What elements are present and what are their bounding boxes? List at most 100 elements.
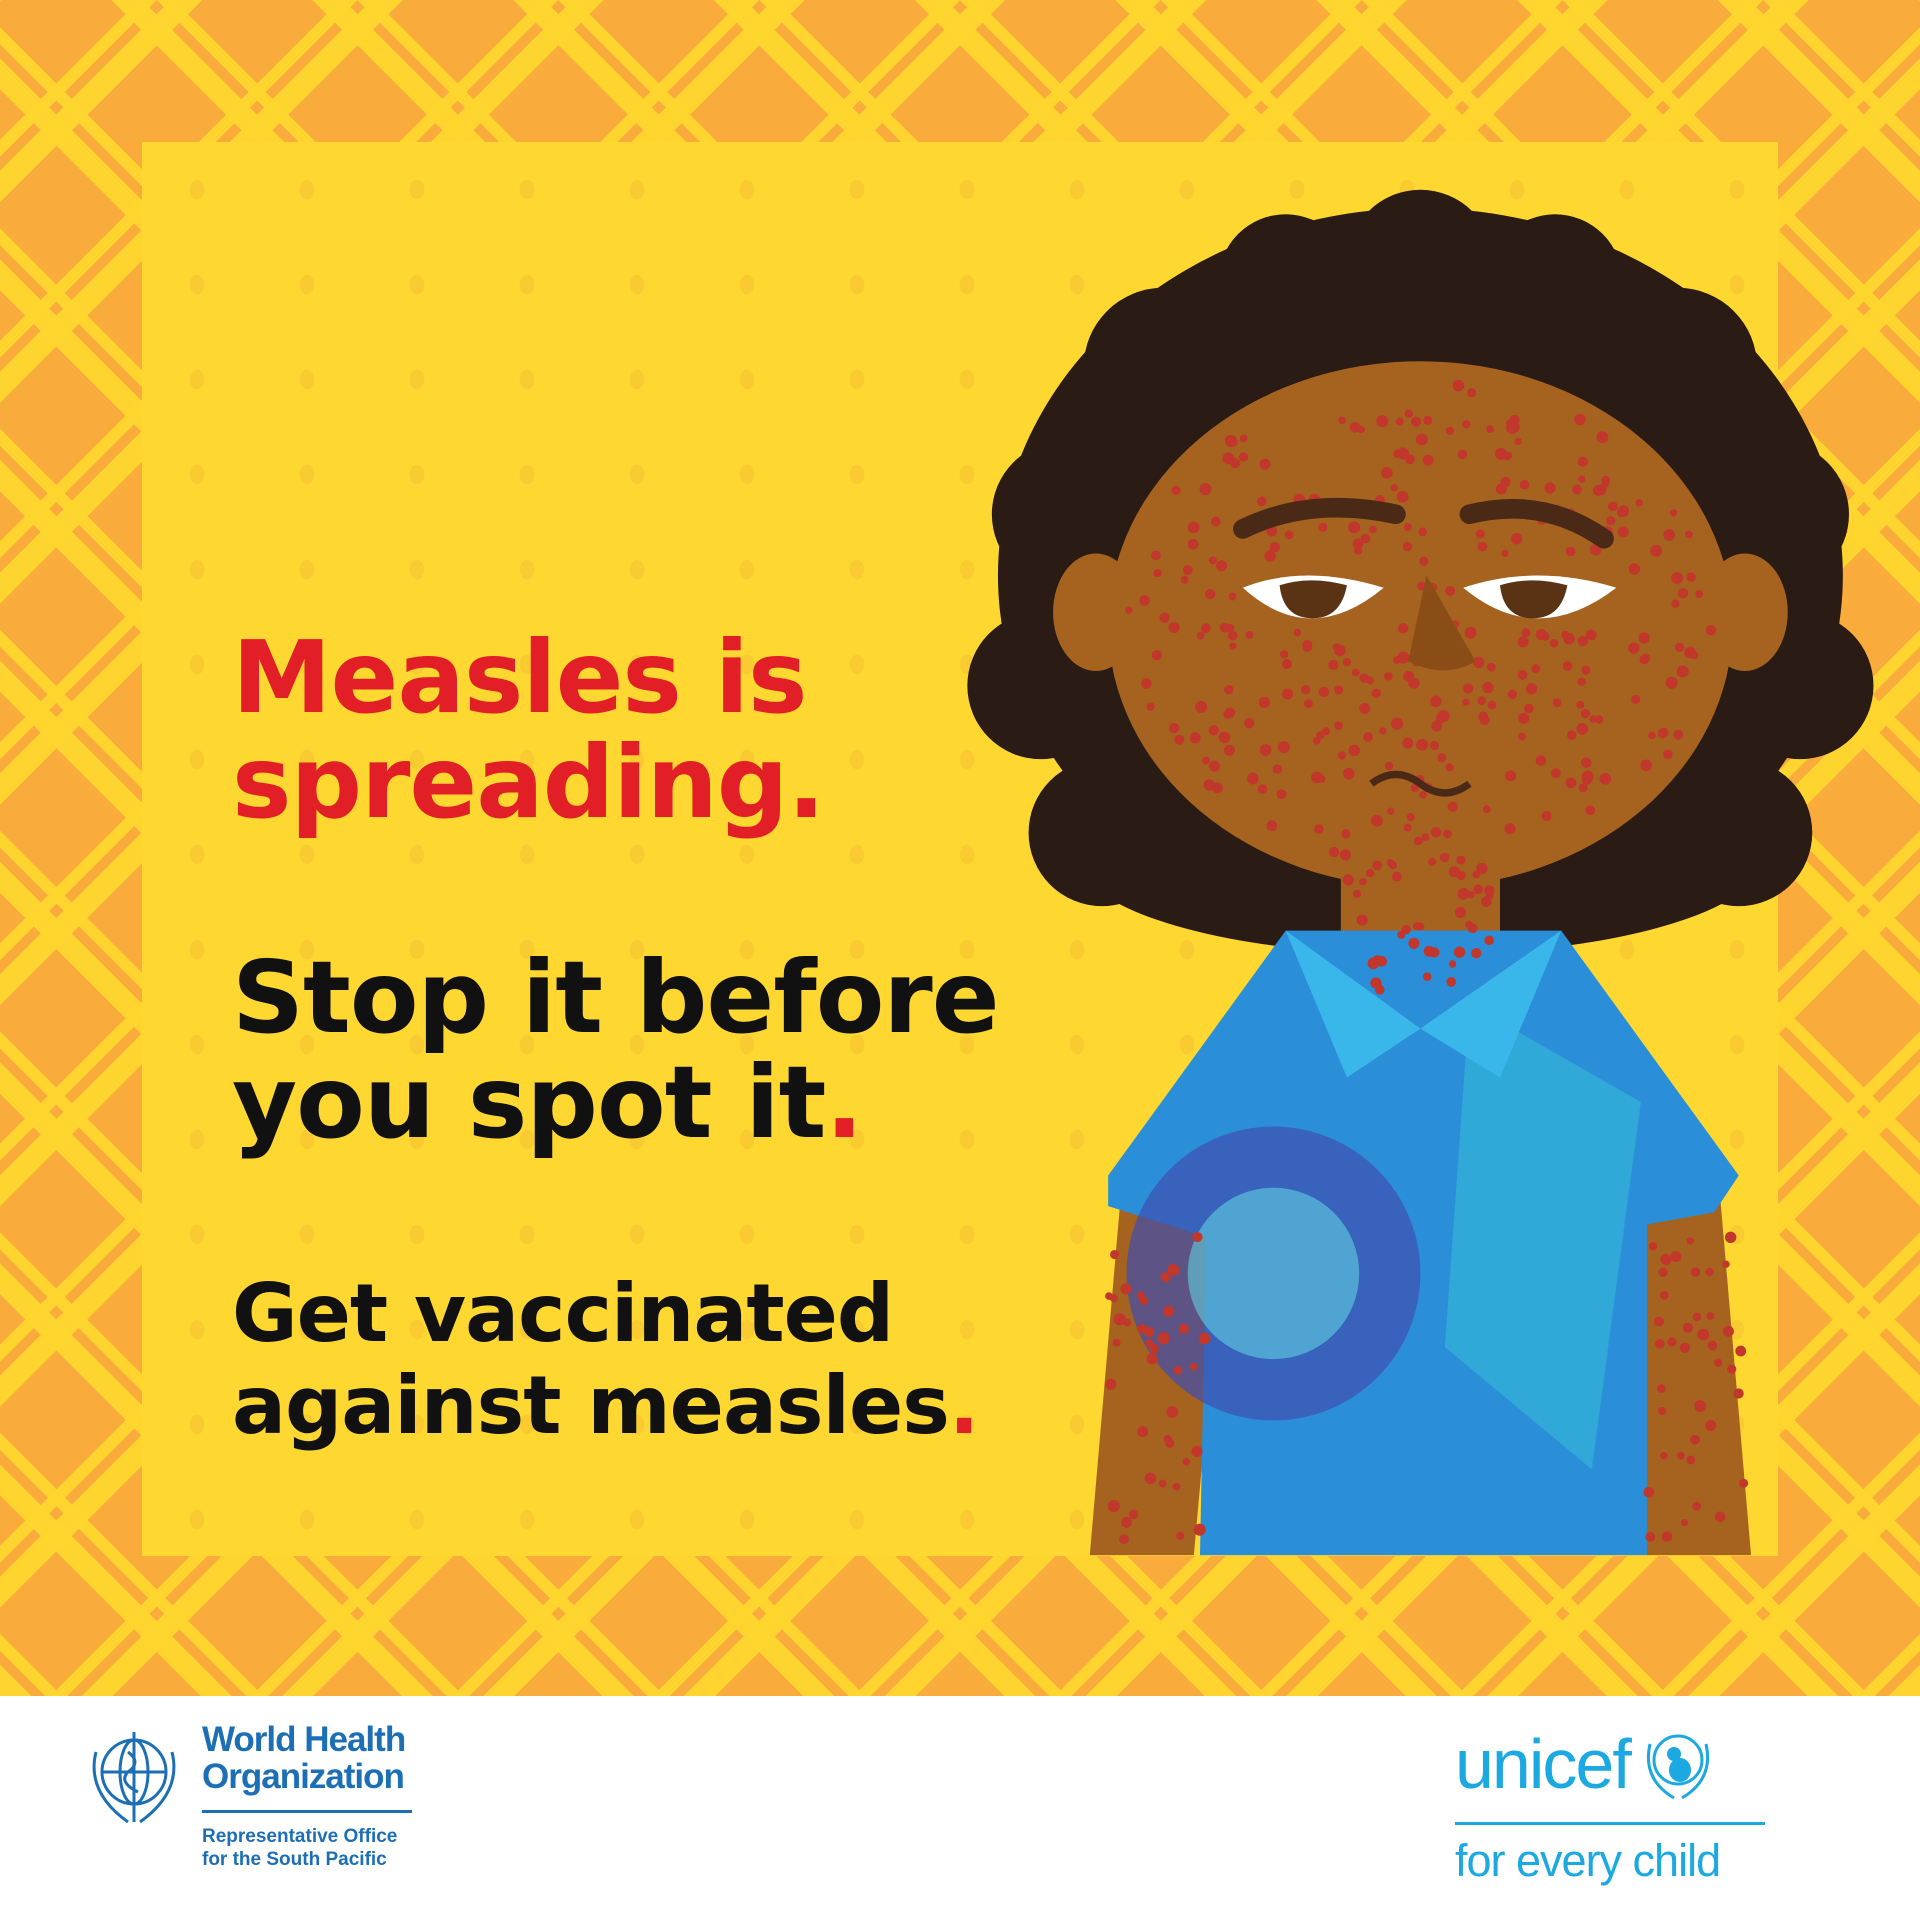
measles-spot — [1617, 505, 1630, 517]
measles-spot — [1340, 849, 1352, 861]
measles-spot — [1655, 1339, 1665, 1349]
measles-spot — [1397, 623, 1409, 634]
measles-spot — [1727, 1364, 1737, 1374]
headline-line: against measles — [232, 1359, 950, 1452]
measles-spot — [1680, 1518, 1689, 1527]
measles-spot — [1259, 458, 1271, 470]
measles-spot — [1342, 874, 1355, 886]
measles-spot — [1505, 770, 1516, 782]
measles-spot — [1552, 698, 1562, 708]
measles-spot — [1119, 1534, 1129, 1545]
measles-spot — [1208, 760, 1220, 772]
measles-spot — [1423, 415, 1433, 425]
measles-spot — [1486, 425, 1495, 434]
measles-spot — [1601, 475, 1611, 485]
measles-spot — [1454, 906, 1467, 919]
measles-spot — [1187, 521, 1200, 534]
unicef-tagline: for every child — [1455, 1835, 1721, 1886]
measles-spot — [1447, 801, 1458, 812]
measles-spot — [1238, 452, 1249, 462]
measles-spot — [1705, 1420, 1717, 1432]
measles-spot — [1475, 529, 1485, 539]
measles-spot — [1739, 1478, 1749, 1488]
measles-spot — [1477, 541, 1488, 552]
measles-spot — [1713, 1358, 1723, 1367]
measles-spot — [1230, 458, 1241, 469]
measles-spot — [1565, 777, 1577, 789]
measles-spot — [1176, 1531, 1185, 1540]
measles-spot — [1697, 1328, 1710, 1341]
measles-spot — [1690, 1267, 1701, 1277]
measles-spot — [1374, 984, 1385, 995]
measles-spot — [1404, 409, 1413, 418]
measles-spot — [1276, 789, 1287, 800]
measles-spot — [1406, 813, 1415, 822]
measles-spot — [1670, 1251, 1682, 1262]
measles-spot — [1445, 585, 1456, 596]
measles-spot — [1518, 732, 1526, 741]
measles-spot — [1303, 699, 1313, 709]
measles-spot — [1392, 656, 1401, 664]
who-name: World Health Organization — [202, 1721, 412, 1813]
measles-spot — [1410, 416, 1422, 427]
measles-spot — [1372, 860, 1383, 871]
measles-spot — [1174, 734, 1185, 745]
girl-nose — [1408, 575, 1476, 671]
headline-line: Get vaccinated — [232, 1267, 894, 1360]
measles-spot — [1686, 572, 1696, 582]
measles-spot — [1381, 467, 1393, 479]
measles-spot — [1159, 612, 1170, 623]
measles-spot — [1413, 836, 1423, 846]
measles-spot — [1577, 677, 1586, 686]
headline-get-vaccinated: Get vaccinated against measles. — [232, 1267, 979, 1452]
measles-spot — [1173, 1366, 1183, 1375]
measles-spot — [1256, 496, 1267, 507]
measles-spot — [1379, 727, 1387, 735]
who-logo: World Health Organization Representative… — [78, 1721, 412, 1872]
measles-spot — [1182, 565, 1193, 576]
measles-spot — [1239, 434, 1248, 443]
headline-line: Measles is — [232, 619, 808, 736]
measles-spot — [1660, 1290, 1669, 1300]
measles-spot — [1671, 572, 1684, 585]
measles-spot — [1318, 686, 1330, 698]
measles-spot — [1514, 437, 1522, 446]
measles-spot — [1667, 1337, 1677, 1347]
measles-spot — [1650, 544, 1663, 557]
measles-spot — [1121, 1517, 1132, 1528]
measles-spot — [1168, 621, 1180, 634]
measles-spot — [1437, 753, 1447, 763]
measles-spot — [1314, 824, 1324, 834]
measles-spot — [1422, 454, 1434, 466]
measles-spot — [1677, 1451, 1685, 1460]
measles-spot — [1125, 606, 1133, 614]
measles-spot — [1476, 862, 1488, 875]
measles-spot — [1581, 770, 1594, 783]
measles-spot — [1351, 668, 1360, 677]
measles-spot — [1648, 731, 1656, 740]
measles-spot — [1269, 541, 1281, 553]
measles-spot — [1695, 590, 1704, 599]
measles-spot — [1223, 744, 1235, 756]
measles-spot — [1196, 631, 1205, 640]
measles-spot — [1430, 827, 1442, 838]
measles-spot — [1123, 1318, 1132, 1327]
measles-spot — [1467, 891, 1475, 899]
footer-logos: World Health Organization Representative… — [0, 1696, 1920, 1920]
measles-spot — [1478, 711, 1488, 722]
measles-spot — [1390, 717, 1404, 730]
measles-spot — [1660, 1253, 1672, 1266]
measles-spot — [1264, 550, 1276, 562]
measles-spot — [1576, 722, 1589, 735]
measles-spot — [1359, 702, 1371, 715]
measles-spot — [1198, 1332, 1211, 1345]
measles-spot — [1143, 1326, 1155, 1338]
measles-spot — [1384, 672, 1393, 681]
measles-spot — [1462, 420, 1471, 429]
measles-spot — [1191, 1445, 1203, 1458]
measles-spot — [1663, 529, 1676, 541]
measles-spot — [1462, 698, 1470, 706]
measles-spot — [1594, 715, 1604, 724]
who-office-line: for the South Pacific — [202, 1849, 387, 1871]
unicef-logo: unicef for every child — [1455, 1724, 1765, 1887]
